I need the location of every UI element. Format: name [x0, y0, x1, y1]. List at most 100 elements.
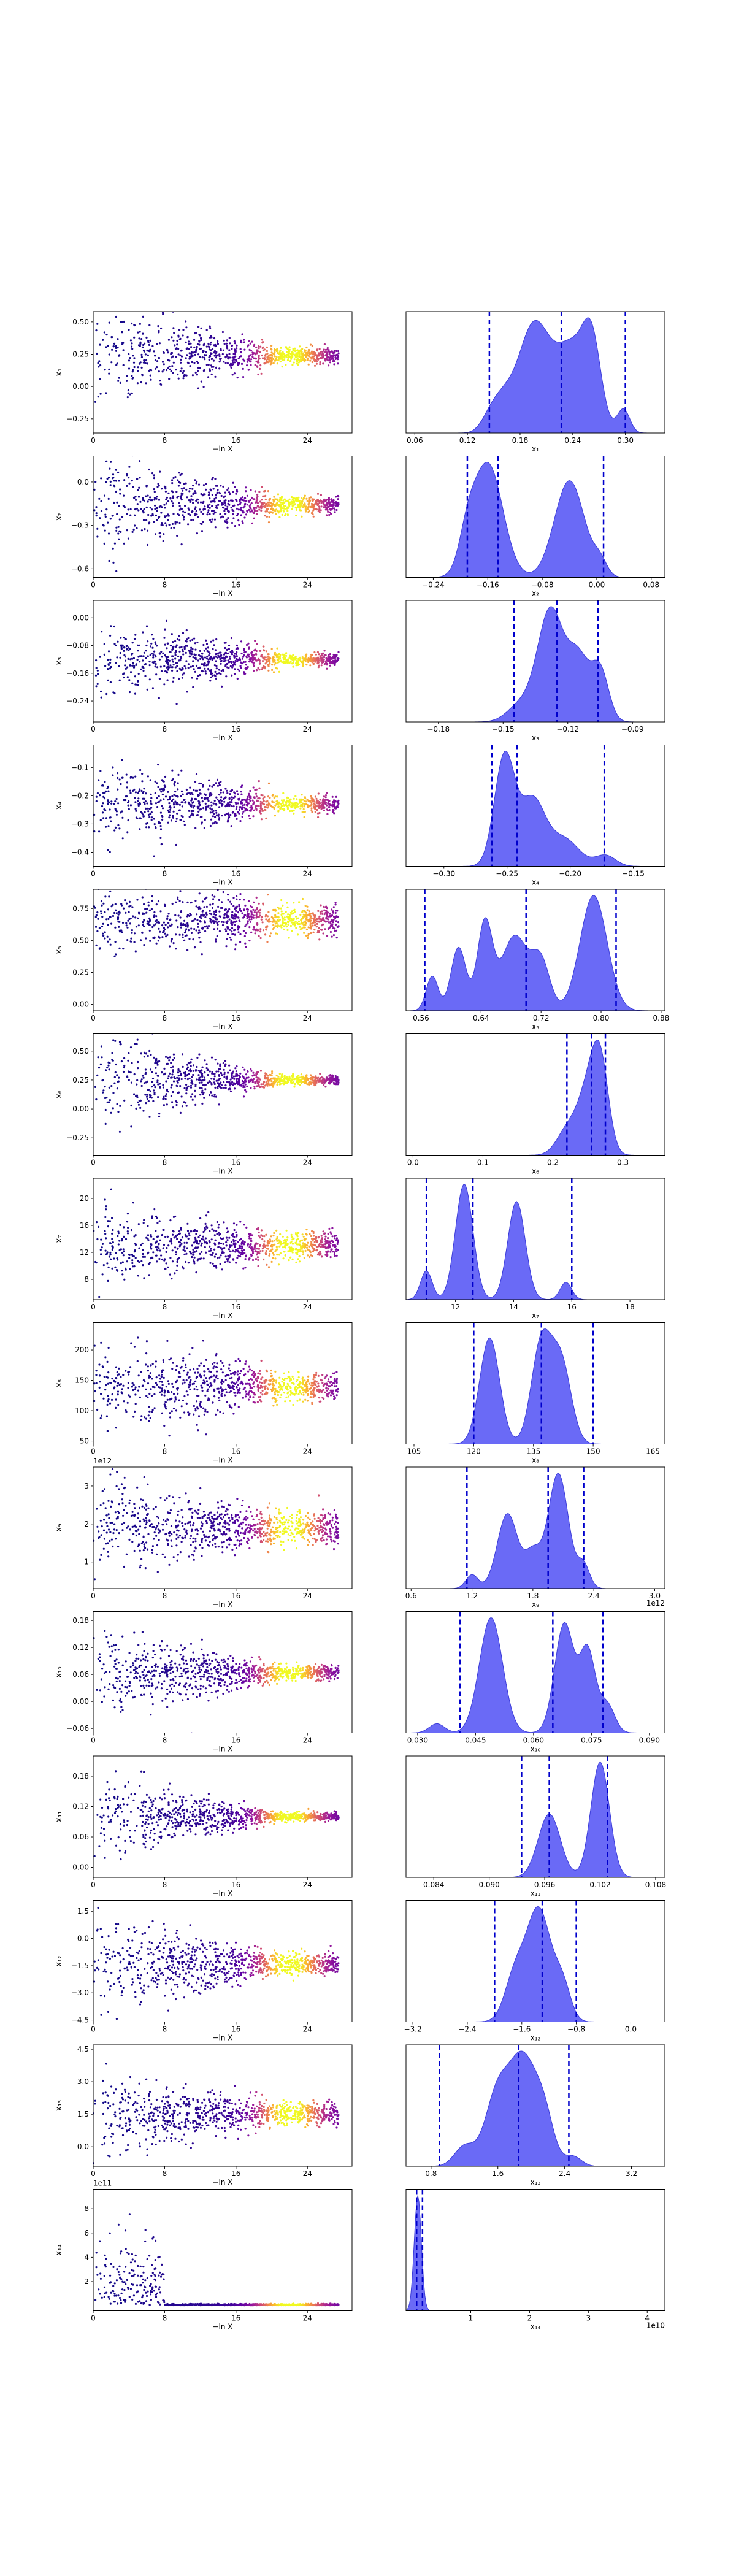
trace-point	[332, 921, 334, 924]
trace-point	[278, 504, 280, 507]
trace-point	[287, 659, 289, 662]
trace-point	[206, 797, 209, 799]
trace-point	[178, 659, 180, 662]
trace-point	[188, 929, 190, 932]
trace-point	[159, 383, 162, 385]
trace-point	[126, 529, 128, 532]
trace-point	[334, 902, 337, 904]
trace-point	[302, 358, 304, 360]
trace-point	[180, 926, 182, 929]
trace-point	[118, 947, 121, 949]
trace-point	[282, 904, 284, 907]
trace-point	[259, 1078, 261, 1081]
trace-point	[149, 496, 151, 499]
trace-point	[131, 342, 133, 345]
trace-point	[220, 802, 223, 805]
trace-point	[328, 364, 330, 367]
trace-point	[246, 801, 248, 803]
trace-point	[319, 351, 322, 354]
trace-point	[199, 941, 202, 943]
trace-point	[240, 666, 242, 669]
trace-point	[125, 667, 127, 670]
trace-point	[229, 651, 232, 653]
trace-point	[331, 811, 334, 813]
trace-point	[258, 902, 260, 905]
trace-point	[228, 644, 231, 647]
trace-point	[172, 661, 174, 663]
trace-point	[213, 350, 216, 353]
trace-point	[203, 650, 205, 652]
trace-point	[180, 543, 183, 546]
trace-point	[177, 353, 180, 356]
trace-point	[107, 477, 110, 479]
trace-point	[140, 353, 143, 356]
trace-point	[107, 663, 110, 665]
trace-point	[186, 922, 189, 924]
trace-point	[284, 804, 286, 807]
trace-point	[230, 790, 232, 793]
posterior-x-tick-label: 0.64	[473, 1014, 489, 1022]
trace-point	[316, 358, 319, 360]
trace-point	[293, 358, 296, 361]
trace-point	[170, 819, 173, 822]
trace-point	[191, 920, 194, 922]
trace-point	[144, 663, 147, 665]
trace-point	[171, 795, 174, 797]
trace-x-tick-label: 0	[91, 870, 96, 878]
trace-point	[105, 481, 107, 483]
trace-point	[172, 1069, 174, 1071]
trace-point	[318, 811, 321, 815]
trace-point	[114, 808, 117, 810]
trace-point	[135, 664, 137, 666]
trace-point	[285, 923, 287, 926]
trace-point	[142, 512, 145, 514]
trace-point	[310, 926, 312, 928]
trace-point	[316, 812, 320, 815]
trace-point	[170, 1076, 172, 1079]
trace-point	[133, 638, 136, 640]
trace-point	[232, 811, 234, 813]
trace-point	[313, 364, 316, 367]
trace-point	[225, 353, 228, 356]
trace-point	[283, 662, 285, 664]
trace-point	[226, 663, 228, 665]
trace-point	[336, 800, 339, 803]
trace-point	[301, 515, 303, 518]
trace-point	[190, 346, 193, 348]
trace-point	[257, 505, 259, 508]
trace-point	[195, 798, 197, 800]
trace-point	[247, 1076, 250, 1079]
trace-point	[122, 1070, 125, 1073]
trace-point	[145, 657, 147, 659]
trace-point	[179, 1111, 182, 1114]
trace-point	[242, 510, 244, 512]
trace-point	[211, 348, 214, 350]
trace-point	[256, 352, 258, 355]
trace-point	[291, 364, 294, 366]
trace-point	[313, 802, 315, 805]
trace-point	[142, 923, 144, 926]
trace-point	[221, 502, 223, 505]
trace-point	[194, 827, 197, 829]
trace-point	[211, 907, 214, 909]
trace-point	[96, 683, 99, 685]
trace-point	[192, 801, 194, 803]
trace-point	[197, 805, 200, 808]
trace-point	[309, 799, 312, 802]
trace-point	[259, 650, 262, 652]
trace-point	[299, 656, 301, 659]
trace-point	[221, 803, 224, 805]
trace-point	[113, 625, 115, 628]
trace-point	[320, 505, 323, 508]
trace-point	[284, 656, 286, 659]
trace-point	[168, 945, 171, 948]
trace-point	[115, 809, 117, 811]
trace-point	[96, 792, 99, 794]
trace-point	[174, 476, 177, 478]
trace-point	[171, 523, 174, 526]
trace-point	[259, 930, 262, 933]
trace-point	[221, 353, 224, 355]
trace-point	[296, 353, 299, 356]
trace-point	[305, 497, 308, 500]
trace-point	[164, 795, 167, 798]
